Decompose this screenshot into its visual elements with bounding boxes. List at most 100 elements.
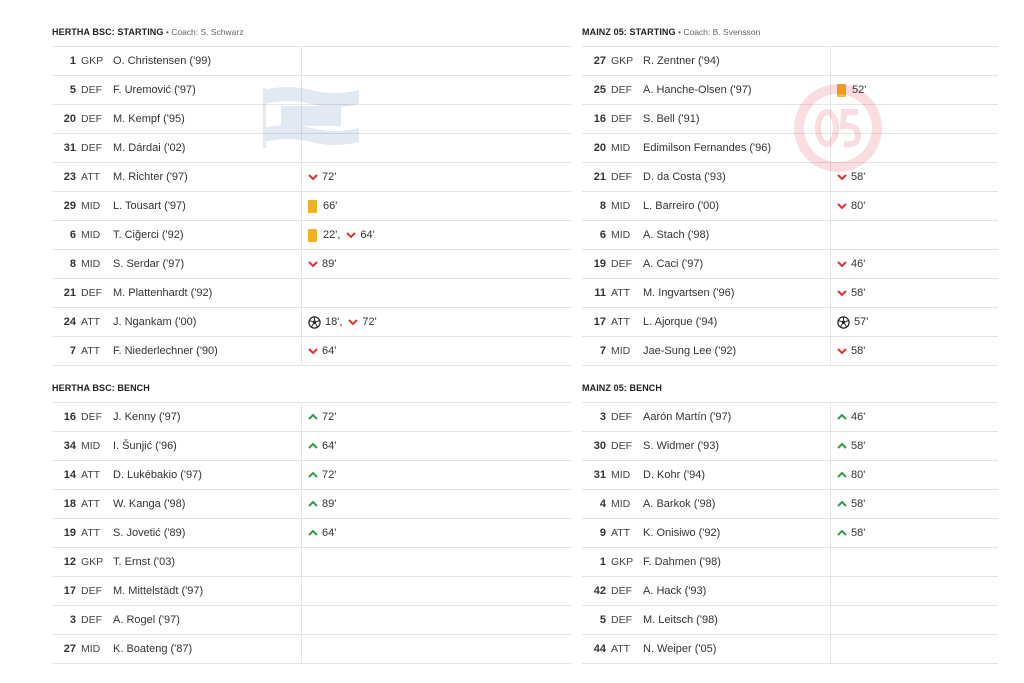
chevron-down-icon <box>837 261 847 268</box>
shirt-number: 44 <box>593 643 606 655</box>
player-events <box>830 606 998 634</box>
player-name: Jae-Sung Lee ('92) <box>643 345 737 357</box>
shirt-number: 27 <box>593 55 606 67</box>
event-sub-out: 46' <box>837 258 865 270</box>
player-events <box>301 76 572 104</box>
player-row: 31 MID D. Kohr ('94) 80' <box>582 461 998 490</box>
ball-icon <box>308 315 321 329</box>
shirt-number: 5 <box>69 84 76 96</box>
player-events: 58' <box>830 519 998 547</box>
chevron-up-icon <box>308 529 318 536</box>
player-events: 22', 64' <box>301 221 572 249</box>
hertha-starting-heading: HERTHA BSC: STARTING • Coach: S. Schwarz <box>52 27 244 37</box>
shirt-number: 12 <box>63 556 76 568</box>
player-position: MID <box>81 440 101 452</box>
event-minute: 58' <box>851 171 866 183</box>
player-row: 8 MID L. Barreiro ('00) 80' <box>582 192 998 221</box>
chevron-up-icon <box>837 471 847 478</box>
event-minute: 52' <box>852 84 867 96</box>
player-position: DEF <box>611 440 632 452</box>
player-events <box>830 134 998 162</box>
player-events: 72' <box>301 163 572 191</box>
player-events <box>301 548 572 576</box>
player-name: Aarón Martín ('97) <box>643 411 732 423</box>
player-position: DEF <box>611 614 632 626</box>
event-minute: 80' <box>851 469 866 481</box>
shirt-number: 9 <box>599 527 606 539</box>
player-row: 18 ATT W. Kanga ('98) 89' <box>52 490 572 519</box>
player-row: 34 MID I. Šunjić ('96) 64' <box>52 432 572 461</box>
player-row: 5 DEF M. Leitsch ('98) <box>582 606 998 635</box>
player-position: ATT <box>611 316 631 328</box>
shirt-number: 27 <box>63 643 76 655</box>
player-position: MID <box>81 229 101 241</box>
player-position: ATT <box>81 171 101 183</box>
event-minute: 46' <box>851 258 866 270</box>
event-goal: 57' <box>837 315 868 329</box>
player-name: L. Tousart ('97) <box>113 200 186 212</box>
event-minute: 80' <box>851 200 866 212</box>
player-position: DEF <box>611 113 632 125</box>
player-events <box>301 134 572 162</box>
event-sub-out: 58' <box>837 345 865 357</box>
shirt-number: 8 <box>599 200 606 212</box>
player-name: T. Ciğerci ('92) <box>113 229 184 241</box>
shirt-number: 1 <box>599 556 606 568</box>
player-events <box>301 279 572 307</box>
player-row: 25 DEF A. Hanche-Olsen ('97) 52' <box>582 76 998 105</box>
chevron-down-icon <box>837 290 847 297</box>
event-minute: 58' <box>851 287 866 299</box>
player-row: 11 ATT M. Ingvartsen ('96) 58' <box>582 279 998 308</box>
player-position: DEF <box>611 84 632 96</box>
player-position: MID <box>81 643 101 655</box>
player-events <box>301 577 572 605</box>
player-row: 31 DEF M. Dárdai ('02) <box>52 134 572 163</box>
shirt-number: 31 <box>593 469 606 481</box>
shirt-number: 20 <box>593 142 606 154</box>
event-sub-in: 80' <box>837 469 865 481</box>
player-events <box>301 47 572 75</box>
player-name: S. Serdar ('97) <box>113 258 185 270</box>
player-row: 23 ATT M. Richter ('97) 72' <box>52 163 572 192</box>
player-name: F. Dahmen ('98) <box>643 556 721 568</box>
event-sub-in: 58' <box>837 498 865 510</box>
player-name: N. Weiper ('05) <box>643 643 717 655</box>
shirt-number: 8 <box>69 258 76 270</box>
player-name: D. da Costa ('93) <box>643 171 726 183</box>
player-name: T. Ernst ('03) <box>113 556 176 568</box>
player-name: M. Plattenhardt ('92) <box>113 287 213 299</box>
player-name: L. Ajorque ('94) <box>643 316 718 328</box>
shirt-number: 7 <box>69 345 76 357</box>
chevron-up-icon <box>308 471 318 478</box>
event-yellow: 52' <box>837 83 867 97</box>
player-events <box>830 47 998 75</box>
chevron-up-icon <box>837 413 847 420</box>
shirt-number: 6 <box>69 229 76 241</box>
player-position: MID <box>611 200 631 212</box>
shirt-number: 14 <box>63 469 76 481</box>
player-position: DEF <box>611 171 632 183</box>
event-sub-out: 64' <box>308 345 336 357</box>
shirt-number: 3 <box>69 614 76 626</box>
shirt-number: 17 <box>63 585 76 597</box>
event-sub-out: 64' <box>346 229 375 241</box>
event-sub-out: 58' <box>837 171 865 183</box>
player-events: 66' <box>301 192 572 220</box>
shirt-number: 21 <box>63 287 76 299</box>
player-name: F. Niederlechner ('90) <box>113 345 218 357</box>
event-sub-out: 58' <box>837 287 865 299</box>
player-position: DEF <box>81 142 102 154</box>
player-name: S. Jovetić ('89) <box>113 527 186 539</box>
shirt-number: 1 <box>69 55 76 67</box>
player-name: I. Šunjić ('96) <box>113 440 177 452</box>
player-row: 7 ATT F. Niederlechner ('90) 64' <box>52 337 572 366</box>
chevron-down-icon <box>308 174 318 181</box>
chevron-down-icon <box>837 203 847 210</box>
player-position: ATT <box>81 527 101 539</box>
event-minute: 72' <box>362 316 377 328</box>
event-minute: 58' <box>851 527 866 539</box>
player-name: A. Rogel ('97) <box>113 614 180 626</box>
shirt-number: 30 <box>593 440 606 452</box>
event-sub-in: 58' <box>837 440 865 452</box>
event-sub-in: 89' <box>308 498 336 510</box>
